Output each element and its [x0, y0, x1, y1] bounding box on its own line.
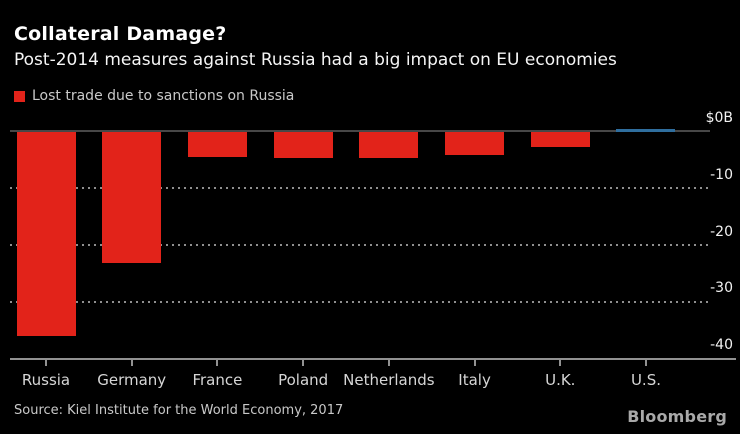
bar-poland — [273, 131, 333, 159]
grid-line — [10, 244, 710, 246]
chart-subtitle: Post-2014 measures against Russia had a … — [14, 50, 617, 70]
x-axis-label: Italy — [458, 371, 491, 389]
x-axis-label: Poland — [278, 371, 329, 389]
zero-baseline — [10, 130, 710, 132]
x-axis-tick — [644, 359, 647, 366]
x-axis-tick — [302, 359, 305, 366]
x-axis-label: Germany — [97, 371, 167, 389]
bar-us — [616, 128, 676, 132]
y-axis-label: -10 — [710, 166, 733, 183]
grid-line — [10, 300, 710, 303]
bar-uk — [530, 131, 590, 147]
y-axis-label: -40 — [710, 337, 733, 353]
legend-label: Lost trade due to sanctions on Russia — [32, 88, 295, 104]
x-axis-tick — [216, 359, 219, 366]
bar-netherlands — [359, 131, 419, 159]
legend-swatch-icon — [14, 90, 25, 102]
x-axis-label: Russia — [21, 371, 71, 389]
y-axis-label: -30 — [710, 280, 733, 297]
bloomberg-logo: Bloomberg — [627, 407, 727, 426]
x-axis-tick — [45, 359, 47, 366]
x-axis-tick — [473, 359, 476, 366]
source-note: Source: Kiel Institute for the World Eco… — [14, 403, 344, 418]
bar-russia — [16, 131, 76, 336]
bar-france — [187, 131, 247, 158]
x-axis-label: France — [192, 371, 243, 389]
x-axis-line — [10, 357, 736, 360]
grid-line — [10, 187, 710, 190]
x-axis-tick — [130, 359, 133, 366]
x-axis-label: U.S. — [630, 371, 661, 389]
x-axis-label: U.K. — [545, 371, 576, 389]
bar-germany — [102, 131, 162, 264]
chart-legend: Lost trade due to sanctions on Russia — [14, 88, 294, 104]
bar-italy — [445, 131, 505, 155]
x-axis-tick — [387, 359, 390, 366]
x-axis-tick — [559, 359, 562, 366]
x-axis-label: Netherlands — [343, 371, 435, 389]
y-axis-label: -20 — [710, 223, 733, 240]
chart-title: Collateral Damage? — [14, 23, 227, 45]
y-axis-label: $0B — [705, 110, 733, 126]
